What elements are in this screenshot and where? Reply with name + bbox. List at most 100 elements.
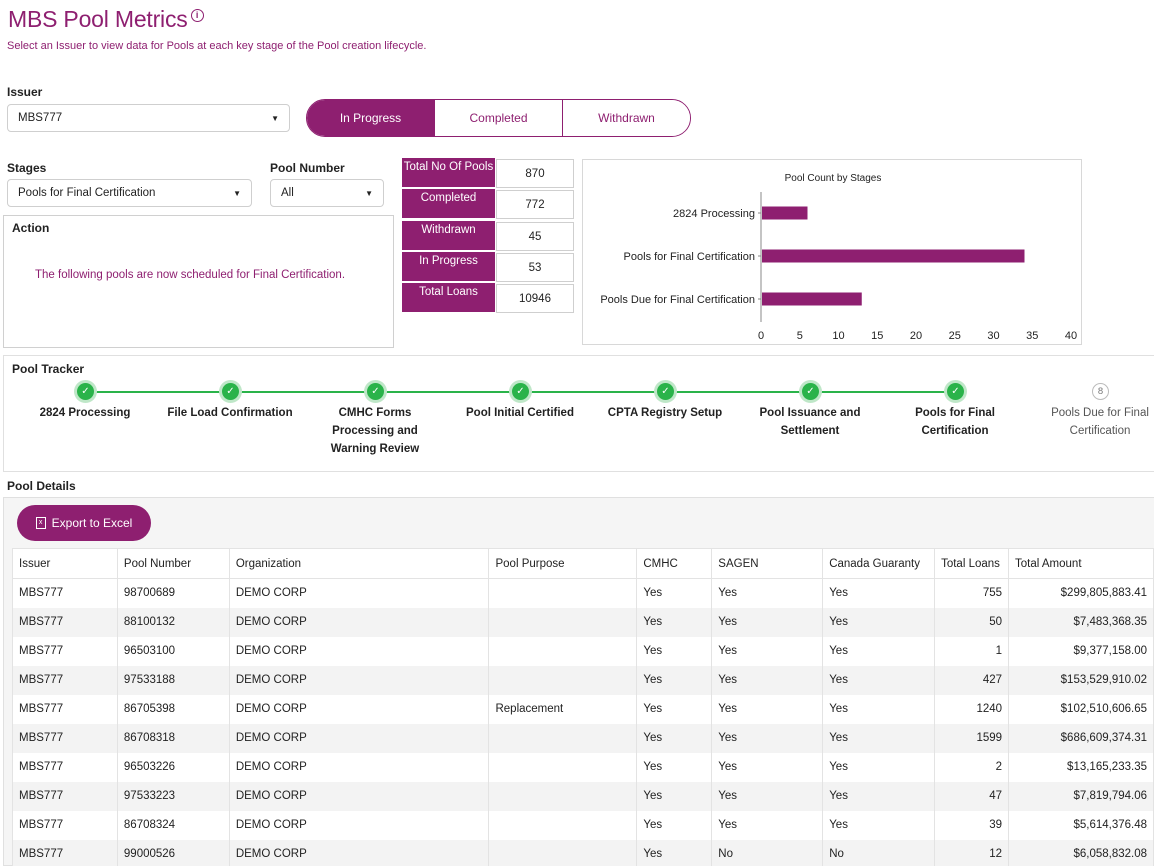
stat-withdrawn-value: 45: [496, 222, 574, 251]
page-title-text: MBS Pool Metrics: [8, 6, 188, 32]
table-cell: $6,058,832.08: [1008, 839, 1154, 866]
column-header[interactable]: Total Amount: [1008, 548, 1154, 579]
table-cell: Yes: [711, 665, 824, 695]
check-circle-icon: ✓: [367, 383, 384, 400]
stages-select-value: Pools for Final Certification: [18, 187, 156, 199]
table-cell: Yes: [636, 723, 713, 753]
chart-bar[interactable]: [762, 249, 1025, 263]
stat-in-progress-label: In Progress: [402, 252, 495, 281]
tracker-step-label[interactable]: Pools Due for Final Certification: [1051, 407, 1149, 437]
chart-bar[interactable]: [762, 206, 808, 220]
table-row[interactable]: MBS777 97533188 DEMO CORP Yes Yes Yes 427 $153,…: [12, 665, 1154, 695]
column-header[interactable]: CMHC: [636, 548, 713, 579]
pool-number-select[interactable]: All ▼: [270, 179, 384, 207]
tab-withdrawn[interactable]: Withdrawn: [563, 100, 690, 136]
tracker-step-label[interactable]: 2824 Processing: [39, 407, 131, 419]
chart-x-tick-label: 25: [949, 330, 961, 342]
table-cell: Yes: [636, 578, 713, 608]
table-row[interactable]: MBS777 99000526 DEMO CORP Yes No No 12 $6,058,8…: [12, 839, 1154, 866]
tracker-step-label[interactable]: Pool Issuance and Settlement: [759, 407, 861, 437]
column-header[interactable]: Issuer: [12, 548, 118, 579]
table-cell: 97533223: [116, 781, 230, 811]
table-cell: No: [822, 839, 936, 866]
issuer-select[interactable]: MBS777 ▼: [7, 104, 290, 132]
table-cell: 97533188: [116, 665, 230, 695]
info-icon[interactable]: i: [190, 9, 204, 23]
table-cell: Yes: [822, 723, 936, 753]
table-cell: $686,609,374.31: [1008, 723, 1154, 753]
table-cell: MBS777: [12, 781, 118, 811]
table-cell: MBS777: [12, 839, 118, 866]
action-label: Action: [12, 221, 50, 235]
tracker-step-label[interactable]: CMHC Forms Processing and Warning Review: [330, 407, 420, 455]
table-cell: 1240: [934, 694, 1010, 724]
table-row[interactable]: MBS777 96503226 DEMO CORP Yes Yes Yes 2 $13,165…: [12, 752, 1154, 782]
column-header[interactable]: Pool Number: [116, 548, 230, 579]
check-circle-icon: ✓: [222, 383, 239, 400]
table-cell: DEMO CORP: [228, 694, 490, 724]
tracker-step-label[interactable]: File Load Confirmation: [167, 407, 293, 419]
table-cell: Yes: [822, 810, 936, 840]
table-cell: DEMO CORP: [228, 665, 490, 695]
chart-bar[interactable]: [762, 292, 862, 306]
table-cell: 86708324: [116, 810, 230, 840]
table-row[interactable]: MBS777 86705398 DEMO CORP Replacement Yes Yes…: [12, 694, 1154, 724]
table-cell: 39: [934, 810, 1010, 840]
table-row[interactable]: MBS777 86708324 DEMO CORP Yes Yes Yes 39 $5,614…: [12, 810, 1154, 840]
table-cell: 1: [934, 636, 1010, 666]
chart-title: Pool Count by Stages: [785, 173, 882, 184]
table-cell: Yes: [711, 723, 824, 753]
tab-in-progress[interactable]: In Progress: [307, 100, 435, 136]
table-row[interactable]: MBS777 88100132 DEMO CORP Yes Yes Yes 50 $7,483…: [12, 607, 1154, 637]
table-row[interactable]: MBS777 96503100 DEMO CORP Yes Yes Yes 1 $9,377,…: [12, 636, 1154, 666]
table-cell: Yes: [636, 781, 713, 811]
table-row[interactable]: MBS777 86708318 DEMO CORP Yes Yes Yes 1599 $686…: [12, 723, 1154, 753]
table-cell: 88100132: [116, 607, 230, 637]
chart-x-tick-label: 0: [758, 330, 764, 342]
column-header[interactable]: Total Loans: [934, 548, 1010, 579]
export-to-excel-label: Export to Excel: [51, 516, 133, 530]
table-cell: [488, 578, 638, 608]
table-cell: 2: [934, 752, 1010, 782]
table-row[interactable]: MBS777 98700689 DEMO CORP Yes Yes Yes 755 $299,…: [12, 578, 1154, 608]
chart-category-label: 2824 Processing: [673, 208, 755, 220]
stat-total-loans-value: 10946: [496, 284, 574, 313]
tab-completed[interactable]: Completed: [435, 100, 563, 136]
table-cell: DEMO CORP: [228, 636, 490, 666]
column-header[interactable]: SAGEN: [711, 548, 824, 579]
tracker-step-label[interactable]: Pools for Final Certification: [915, 407, 995, 437]
column-header[interactable]: Canada Guaranty: [822, 548, 936, 579]
table-cell: MBS777: [12, 694, 118, 724]
tracker-step-label[interactable]: CPTA Registry Setup: [607, 407, 723, 419]
stat-withdrawn-label: Withdrawn: [402, 221, 495, 250]
table-cell: [488, 810, 638, 840]
chevron-down-icon: ▼: [365, 188, 373, 198]
chart-x-tick-label: 5: [797, 330, 803, 342]
column-header[interactable]: Pool Purpose: [488, 548, 638, 579]
table-cell: 86705398: [116, 694, 230, 724]
stages-select[interactable]: Pools for Final Certification ▼: [7, 179, 252, 207]
table-cell: 50: [934, 607, 1010, 637]
pool-count-chart-svg: Pool Count by Stages 2824 Processing Pool…: [600, 173, 1077, 342]
tracker-step-label[interactable]: Pool Initial Certified: [466, 407, 574, 419]
chart-x-tick-label: 20: [910, 330, 922, 342]
table-cell: MBS777: [12, 665, 118, 695]
check-circle-icon: ✓: [947, 383, 964, 400]
table-cell: Replacement: [488, 694, 638, 724]
pool-details-table: Issuer Pool Number Organization Pool Purpos…: [12, 548, 1154, 866]
table-cell: Yes: [822, 607, 936, 637]
table-cell: $9,377,158.00: [1008, 636, 1154, 666]
table-row[interactable]: MBS777 97533223 DEMO CORP Yes Yes Yes 47 $7,819…: [12, 781, 1154, 811]
table-cell: MBS777: [12, 752, 118, 782]
table-cell: MBS777: [12, 607, 118, 637]
pool-number-select-value: All: [281, 187, 294, 199]
table-cell: DEMO CORP: [228, 723, 490, 753]
table-cell: [488, 636, 638, 666]
table-cell: Yes: [636, 839, 713, 866]
stages-label: Stages: [7, 161, 47, 175]
check-circle-icon: ✓: [657, 383, 674, 400]
column-header[interactable]: Organization: [228, 548, 490, 579]
table-cell: Yes: [636, 607, 713, 637]
table-cell: Yes: [822, 636, 936, 666]
export-to-excel-button[interactable]: x Export to Excel: [17, 505, 151, 541]
